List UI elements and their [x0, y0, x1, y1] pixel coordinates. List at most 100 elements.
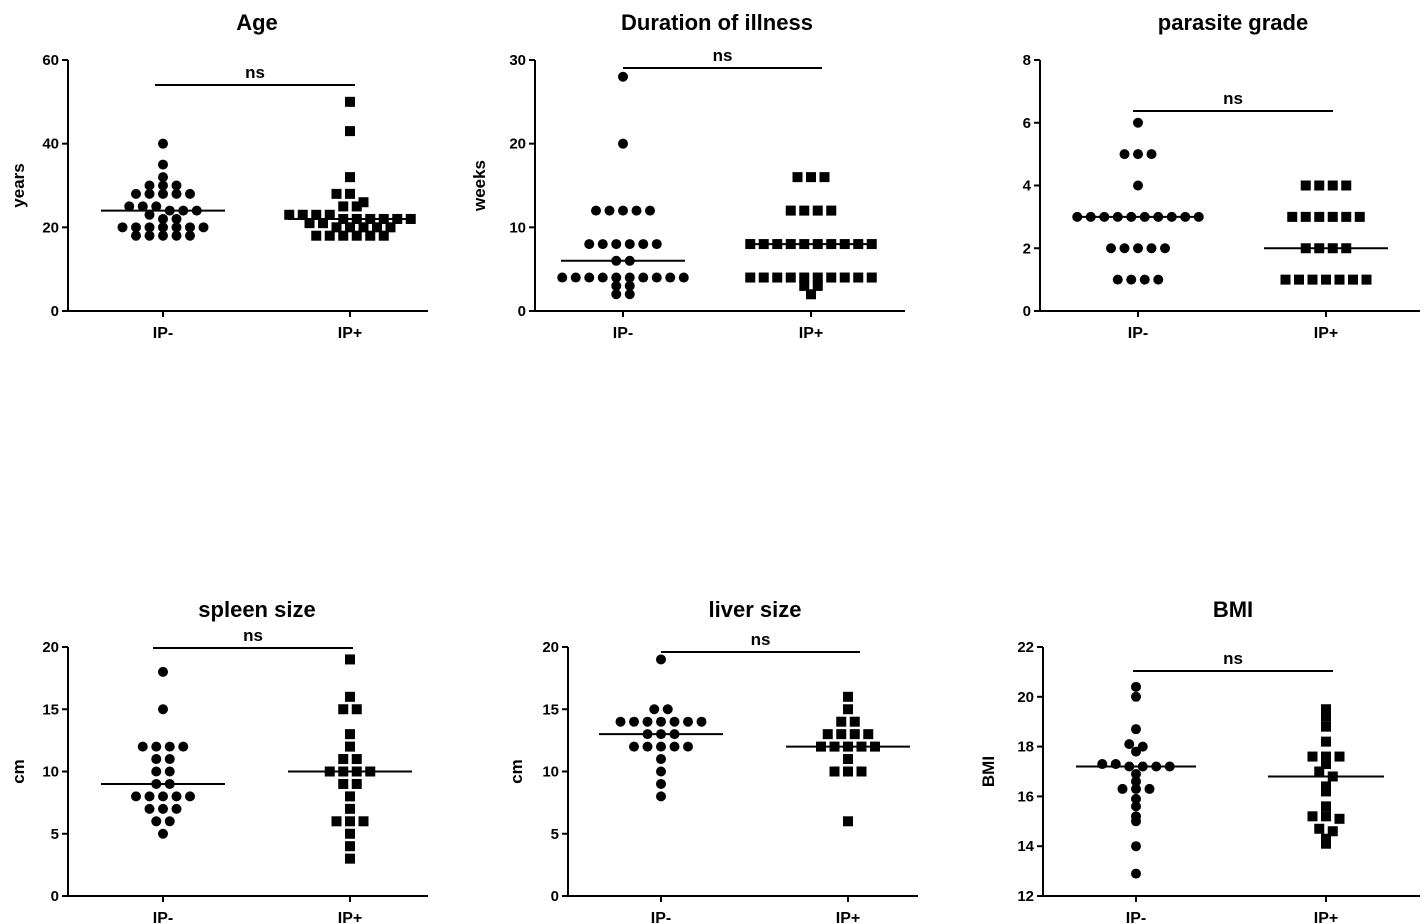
data-point-ip-minus: [131, 188, 141, 199]
significance-label: ns: [245, 63, 265, 82]
data-point-ip-minus: [1133, 180, 1143, 191]
x-tick-label: IP-: [613, 325, 633, 342]
data-point-ip-plus: [1348, 274, 1358, 285]
data-point-ip-minus: [151, 201, 162, 212]
data-point-ip-minus: [662, 704, 673, 715]
data-point-ip-plus: [345, 803, 355, 814]
data-point-ip-plus: [785, 205, 796, 216]
data-point-ip-minus: [1131, 691, 1141, 702]
data-point-ip-plus: [345, 741, 355, 752]
data-point-ip-minus: [164, 754, 175, 765]
y-tick-label: 15: [542, 701, 559, 718]
y-tick-label: 18: [1017, 739, 1034, 756]
data-point-ip-minus: [171, 180, 182, 191]
data-point-ip-plus: [745, 272, 756, 283]
data-point-ip-plus: [351, 778, 362, 789]
data-point-ip-minus: [651, 239, 662, 250]
data-point-ip-minus: [171, 803, 182, 814]
data-point-ip-plus: [1300, 211, 1311, 222]
data-point-ip-plus: [792, 172, 803, 183]
data-point-ip-minus: [158, 180, 168, 191]
data-point-ip-plus: [351, 230, 362, 241]
y-tick-label: 6: [1023, 115, 1031, 132]
data-point-ip-minus: [1153, 274, 1164, 285]
data-point-ip-plus: [1321, 721, 1331, 732]
y-axis-label: cm: [507, 759, 526, 784]
data-point-ip-minus: [1131, 801, 1141, 812]
data-point-ip-plus: [1321, 711, 1331, 722]
y-tick-label: 20: [42, 219, 59, 236]
data-point-ip-minus: [1112, 274, 1123, 285]
data-point-ip-minus: [185, 188, 195, 199]
data-point-ip-plus: [338, 230, 349, 241]
y-tick-label: 5: [551, 826, 559, 843]
y-axis-label: cm: [9, 759, 28, 784]
data-point-ip-plus: [849, 729, 860, 740]
data-point-ip-minus: [669, 741, 680, 752]
data-point-ip-minus: [185, 791, 195, 802]
data-point-ip-minus: [158, 230, 168, 241]
data-point-ip-plus: [1321, 736, 1331, 747]
y-tick-label: 30: [509, 52, 526, 69]
data-point-ip-minus: [137, 201, 148, 212]
data-point-ip-minus: [164, 741, 175, 752]
chart-title: Age: [236, 10, 278, 35]
data-point-ip-plus: [1334, 274, 1345, 285]
data-point-ip-minus: [117, 222, 128, 233]
data-point-ip-minus: [131, 791, 141, 802]
data-point-ip-minus: [649, 704, 660, 715]
x-tick-label: IP+: [799, 325, 823, 342]
data-point-ip-minus: [591, 205, 601, 216]
data-point-ip-plus: [351, 201, 362, 212]
data-point-ip-minus: [629, 716, 639, 727]
data-point-ip-plus: [358, 816, 369, 827]
data-point-ip-plus: [372, 222, 382, 233]
x-tick-label: IP+: [836, 910, 860, 924]
y-tick-label: 40: [42, 136, 59, 153]
data-point-ip-minus: [557, 272, 568, 283]
chart-title: liver size: [709, 597, 802, 622]
data-point-ip-minus: [151, 766, 162, 777]
data-point-ip-plus: [812, 205, 823, 216]
data-point-ip-plus: [758, 272, 769, 283]
data-point-ip-plus: [345, 96, 355, 107]
data-point-ip-minus: [604, 205, 615, 216]
x-tick-label: IP-: [1126, 910, 1146, 924]
data-point-ip-minus: [1131, 724, 1141, 735]
data-point-ip-plus: [318, 218, 328, 229]
data-point-ip-minus: [158, 213, 168, 224]
data-point-ip-plus: [1327, 180, 1338, 191]
chart-panel: Duration of illness 0 10 20 30 weeks IP- IP+ ns: [470, 10, 905, 342]
data-point-ip-plus: [1280, 274, 1291, 285]
chart-panel: parasite grade 0 2 4 6 8 IP- IP+ ns: [1023, 10, 1420, 342]
data-point-ip-plus: [331, 816, 342, 827]
data-point-ip-plus: [311, 209, 322, 220]
data-point-ip-minus: [1131, 768, 1141, 779]
data-point-ip-plus: [799, 205, 810, 216]
data-point-ip-minus: [1124, 739, 1135, 750]
data-point-ip-plus: [853, 272, 864, 283]
data-point-ip-plus: [843, 704, 853, 715]
x-tick-label: IP-: [1128, 325, 1148, 342]
data-point-ip-plus: [385, 222, 396, 233]
data-point-ip-minus: [178, 741, 189, 752]
y-tick-label: 20: [542, 639, 559, 656]
data-point-ip-minus: [1117, 783, 1128, 794]
y-tick-label: 20: [1017, 689, 1034, 706]
data-point-ip-plus: [1321, 838, 1331, 849]
data-point-ip-plus: [324, 230, 335, 241]
data-point-ip-plus: [1314, 823, 1325, 834]
data-point-ip-plus: [836, 729, 847, 740]
data-point-ip-minus: [638, 239, 649, 250]
data-point-ip-minus: [597, 272, 608, 283]
data-point-ip-plus: [345, 172, 355, 183]
significance-label: ns: [713, 46, 733, 65]
y-tick-label: 12: [1017, 888, 1034, 905]
data-point-ip-plus: [1314, 766, 1325, 777]
data-point-ip-minus: [185, 230, 195, 241]
data-point-ip-plus: [1361, 274, 1372, 285]
data-point-ip-plus: [351, 754, 362, 765]
data-point-ip-plus: [1287, 211, 1298, 222]
data-point-ip-minus: [144, 188, 155, 199]
data-point-ip-plus: [1341, 211, 1352, 222]
